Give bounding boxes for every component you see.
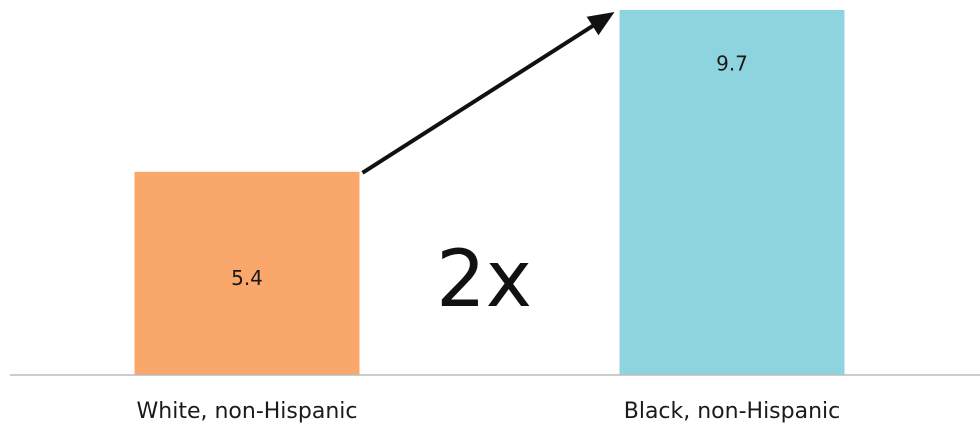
bars-layer (134, 10, 845, 375)
bar-black-non-hispanic (619, 10, 845, 375)
category-label-1: Black, non-Hispanic (624, 399, 841, 424)
category-label-0: White, non-Hispanic (137, 399, 358, 424)
data-label-0: 5.4 (231, 266, 263, 290)
multiplier-annotation: 2x (436, 235, 532, 325)
labels-layer: 5.4 White, non-Hispanic 9.7 Black, non-Hisp… (137, 52, 841, 425)
data-label-1: 9.7 (716, 52, 748, 76)
comparison-arrow (361, 12, 615, 175)
arrow-head (586, 12, 615, 36)
arrow-shaft (361, 23, 596, 175)
bar-white-non-hispanic (134, 171, 360, 375)
